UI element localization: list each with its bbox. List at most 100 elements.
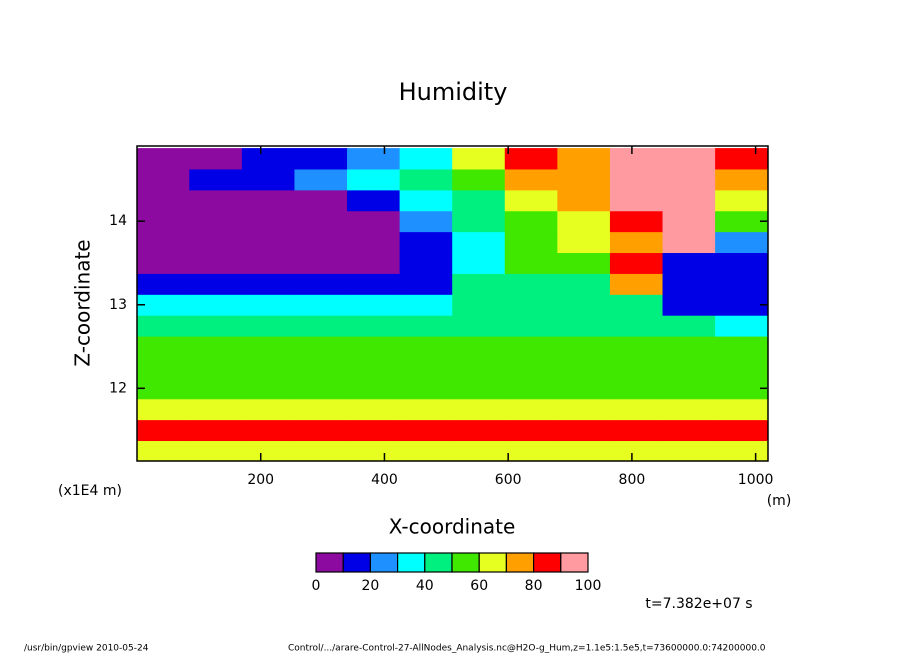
contour-cell — [347, 315, 401, 337]
contour-cell — [662, 189, 716, 212]
contour-cell — [557, 398, 611, 421]
contour-cell — [504, 231, 558, 254]
colorbar-box — [505, 552, 535, 573]
contour-cell — [241, 440, 295, 461]
contour-cell — [609, 273, 664, 295]
contour-cell — [347, 398, 401, 421]
contour-cell — [609, 252, 664, 274]
contour-cell — [294, 419, 348, 442]
contour-cell — [189, 398, 243, 421]
contour-cell — [715, 168, 768, 191]
colorbar-box — [478, 552, 508, 573]
contour-cell — [609, 210, 664, 233]
contour-cell — [504, 398, 558, 421]
contour-cell — [557, 189, 611, 212]
x-tick-label: 200 — [247, 472, 274, 488]
contour-cell — [399, 398, 453, 421]
contour-cell — [399, 148, 453, 170]
contour-cell — [137, 377, 190, 400]
contour-cell — [189, 377, 243, 400]
contour-cell — [504, 252, 558, 274]
contour-cell — [189, 273, 243, 295]
contour-cell — [347, 189, 401, 212]
contour-cell — [137, 419, 190, 442]
contour-cell — [347, 419, 401, 442]
contour-cell — [347, 294, 401, 316]
contour-cell — [137, 440, 190, 461]
contour-cell — [241, 377, 295, 400]
contour-cell — [137, 315, 190, 337]
contour-cell — [399, 419, 453, 442]
contour-cell — [294, 231, 348, 254]
contour-cell — [452, 252, 506, 274]
contour-cell — [294, 356, 348, 379]
contour-cell — [241, 315, 295, 337]
contour-cell — [347, 148, 401, 170]
contour-cell — [715, 273, 768, 295]
contour-cell — [504, 356, 558, 379]
contour-cell — [241, 231, 295, 254]
contour-cell — [189, 419, 243, 442]
contour-cell — [137, 294, 190, 316]
contour-cell — [294, 252, 348, 274]
contour-cell — [557, 440, 611, 461]
contour-cell — [557, 356, 611, 379]
contour-cell — [399, 210, 453, 233]
contour-cell — [347, 168, 401, 191]
contour-cell — [662, 252, 716, 274]
contour-cell — [662, 336, 716, 358]
contour-cell — [662, 419, 716, 442]
colorbar-box — [451, 552, 480, 573]
contour-cell — [715, 419, 768, 442]
contour-cell — [452, 168, 506, 191]
contour-cell — [347, 440, 401, 461]
contour-cell — [452, 356, 506, 379]
colorbar-label: 0 — [312, 578, 321, 594]
contour-cell — [557, 273, 611, 295]
contour-cell — [557, 315, 611, 337]
contour-cell — [294, 273, 348, 295]
contour-cell — [241, 356, 295, 379]
contour-cell — [189, 210, 243, 233]
contour-cell — [715, 377, 768, 400]
contour-cell — [452, 336, 506, 358]
contour-cell — [504, 440, 558, 461]
contour-cell — [189, 168, 243, 191]
contour-cell — [504, 210, 558, 233]
contour-cell — [557, 336, 611, 358]
x-tick-label: 800 — [619, 472, 646, 488]
contour-cell — [189, 231, 243, 254]
contour-cell — [294, 377, 348, 400]
contour-cell — [662, 231, 716, 254]
colorbar-label: 100 — [575, 578, 602, 594]
y-tick-label: 14 — [109, 213, 127, 229]
contour-cell — [189, 148, 243, 170]
contour-cell — [452, 231, 506, 254]
contour-cell — [347, 336, 401, 358]
contour-cell — [452, 273, 506, 295]
contour-cell — [715, 210, 768, 233]
contour-cell — [504, 273, 558, 295]
x-unit: (m) — [767, 493, 792, 509]
contour-cell — [347, 252, 401, 274]
contour-cell — [241, 189, 295, 212]
contour-cell — [399, 252, 453, 274]
contour-cell — [504, 419, 558, 442]
contour-cell — [347, 377, 401, 400]
contour-cell — [294, 398, 348, 421]
contour-cell — [452, 315, 506, 337]
contour-cell — [609, 440, 664, 461]
contour-cell — [609, 168, 664, 191]
contour-cell — [662, 168, 716, 191]
contour-cell — [504, 336, 558, 358]
contour-cell — [609, 231, 664, 254]
contour-cell — [557, 377, 611, 400]
y-tick-label: 13 — [109, 297, 127, 313]
contour-cell — [557, 294, 611, 316]
contour-cell — [662, 315, 716, 337]
contour-cell — [557, 231, 611, 254]
contour-cell — [137, 210, 190, 233]
contour-cell — [609, 398, 664, 421]
colorbar-label: 40 — [416, 578, 434, 594]
